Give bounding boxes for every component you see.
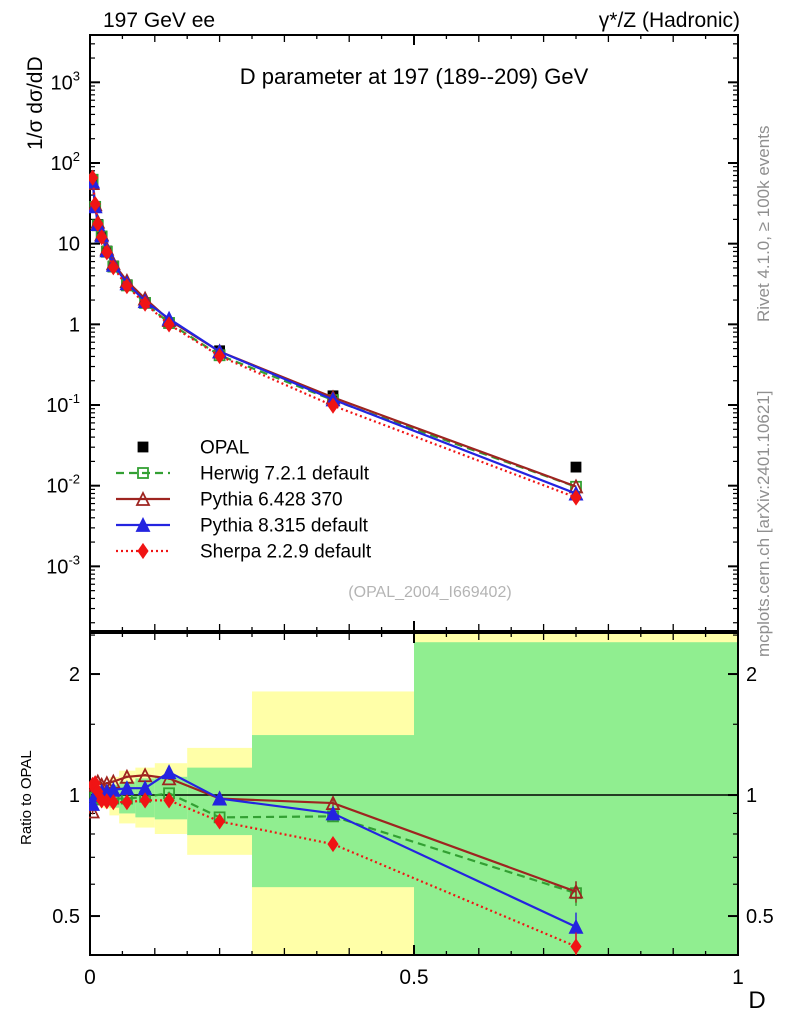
xtick-label: 1	[732, 966, 744, 989]
legend-label: Pythia 8.315 default	[200, 516, 369, 537]
series-sherpa-marker	[139, 295, 151, 312]
legend-marker	[137, 542, 149, 560]
main-y-ticks	[90, 43, 738, 624]
series-pythia8-ratio-marker	[325, 805, 341, 821]
legend-label: Sherpa 2.2.9 default	[200, 542, 372, 563]
series-pythia8-ratio-marker	[161, 764, 177, 780]
series-sherpa-ratio-marker	[327, 836, 339, 853]
series-pythia8-line	[91, 181, 577, 495]
plot-title: D parameter at 197 (189--209) GeV	[240, 64, 589, 89]
series-sherpa-marker	[327, 397, 339, 414]
series-sherpa-marker	[92, 215, 104, 232]
series-sherpa-ratio-marker	[121, 794, 133, 811]
xtick-label: 0.5	[399, 966, 428, 989]
series-sherpa-ratio-marker	[214, 813, 226, 830]
header-process: γ*/Z (Hadronic)	[599, 9, 740, 32]
header-beam-energy: 197 GeV ee	[103, 9, 215, 32]
ratio-uncertainty-bands	[90, 633, 738, 955]
side-note-rivet-version: Rivet 4.1.0, ≥ 100k events	[754, 126, 773, 322]
legend-marker	[137, 467, 149, 479]
ratio-ytick-label: 2	[746, 664, 757, 686]
series-sherpa-marker	[89, 169, 99, 186]
series-sherpa-marker	[89, 195, 101, 213]
ratio-ytick-label: 0.5	[52, 906, 80, 928]
legend-label: Pythia 6.428 370	[200, 490, 343, 511]
series-sherpa-ratio-marker	[139, 792, 151, 809]
series-pythia6-main	[89, 175, 584, 494]
series-sherpa-marker	[96, 229, 108, 246]
series-pythia8-main	[89, 173, 584, 501]
main-y-axis-label: 1/σ dσ/dD	[24, 56, 47, 150]
legend: OPAL Herwig 7.2.1 default Pythia 6.428 370…	[116, 438, 372, 563]
series-pythia6-ratio-marker	[568, 883, 584, 899]
xtick-label: 0	[84, 966, 96, 989]
ratio-y-axis-label: Ratio to OPAL	[18, 750, 35, 845]
series-sherpa-marker	[214, 347, 226, 365]
ratio-ytick-label: 1	[746, 785, 757, 807]
main-ytick-label: 10-3	[46, 552, 80, 578]
ratio-y-ticks	[90, 634, 738, 918]
legend-marker	[135, 490, 151, 506]
series-sherpa-main	[89, 169, 582, 506]
x-axis-label: D	[748, 987, 765, 1014]
main-ytick-label: 10	[58, 234, 80, 256]
legend-label: Herwig 7.2.1 default	[200, 464, 370, 485]
ratio-ytick-label: 0.5	[746, 906, 774, 928]
series-sherpa-ratio	[89, 775, 582, 955]
series-sherpa-marker	[121, 278, 133, 295]
series-sherpa-ratio-marker	[101, 793, 113, 810]
watermark-analysis-id: (OPAL_2004_I669402)	[348, 584, 511, 601]
series-pythia8-ratio-marker	[212, 790, 228, 806]
main-panel-frame	[89, 34, 739, 632]
series-sherpa-ratio-marker	[107, 794, 119, 811]
series-opal-data	[89, 174, 582, 473]
series-sherpa-marker	[101, 244, 113, 261]
series-sherpa-ratio-marker	[570, 938, 582, 955]
main-ytick-label: 10-2	[46, 472, 80, 498]
ratio-ytick-label: 1	[69, 785, 80, 807]
series-pythia6-line	[91, 182, 577, 488]
series-pythia6-ratio-marker	[89, 803, 101, 819]
ratio-band-green	[414, 642, 738, 955]
main-ytick-label: 1	[69, 314, 80, 336]
legend-label: OPAL	[200, 438, 249, 459]
series-herwig-main	[89, 173, 582, 493]
series-sherpa-marker	[570, 489, 582, 506]
main-ytick-label: 102	[51, 149, 80, 175]
main-ytick-label: 103	[51, 68, 80, 94]
main-ytick-label: 10-1	[46, 391, 80, 417]
series-sherpa-marker	[163, 316, 175, 333]
data-point-marker	[570, 461, 582, 473]
series-sherpa-line	[91, 177, 577, 499]
legend-marker	[135, 516, 151, 532]
x-ticks	[89, 35, 739, 955]
series-herwig-line	[91, 179, 577, 488]
series-sherpa-ratio-marker	[163, 792, 175, 809]
ratio-ytick-label: 2	[69, 664, 80, 686]
series-sherpa-marker	[107, 259, 119, 276]
side-note-mcplots: mcplots.cern.ch [arXiv:2401.10621]	[754, 391, 773, 657]
legend-marker	[137, 441, 149, 453]
